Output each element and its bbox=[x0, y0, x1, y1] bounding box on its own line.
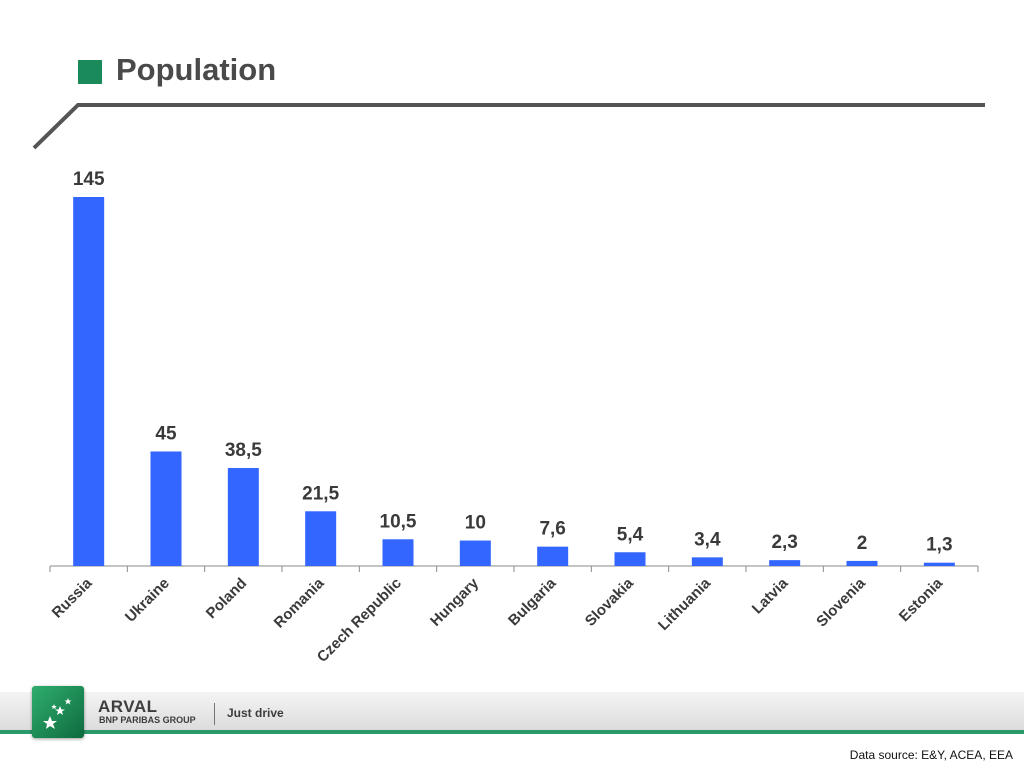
footer-green-line bbox=[0, 730, 1024, 734]
footer-band bbox=[0, 692, 1024, 730]
data-label: 45 bbox=[155, 423, 177, 444]
bar bbox=[846, 560, 878, 566]
data-label: 2 bbox=[857, 533, 868, 554]
data-label: 7,6 bbox=[539, 519, 565, 540]
category-label: Latvia bbox=[749, 574, 792, 617]
bar bbox=[691, 557, 723, 566]
brand-divider bbox=[214, 703, 215, 725]
data-label: 5,4 bbox=[617, 524, 644, 545]
bar bbox=[614, 552, 646, 566]
bar bbox=[923, 562, 955, 566]
bar bbox=[382, 539, 414, 566]
bar bbox=[537, 546, 569, 566]
population-bar-chart: 145 Russia 45 Ukraine 38,5 Poland 21,5 Romania 1… bbox=[49, 169, 979, 666]
brand-tagline: Just drive bbox=[227, 706, 284, 720]
header-rule bbox=[32, 103, 985, 150]
data-label: 10 bbox=[465, 513, 486, 534]
bar bbox=[227, 468, 259, 566]
category-label: Hungary bbox=[427, 574, 483, 630]
title-bullet-square bbox=[78, 60, 102, 84]
slide-title: Population bbox=[116, 52, 277, 87]
category-label: Slovakia bbox=[582, 574, 638, 630]
category-label: Lithuania bbox=[655, 574, 715, 634]
bar bbox=[73, 197, 105, 566]
brand-name: ARVAL bbox=[98, 697, 158, 716]
category-label: Slovenia bbox=[813, 574, 869, 630]
data-label: 3,4 bbox=[694, 529, 721, 550]
data-label: 21,5 bbox=[302, 483, 339, 504]
data-source-note: Data source: E&Y, ACEA, EEA bbox=[849, 748, 1013, 762]
bnp-stars-logo-icon bbox=[32, 686, 84, 738]
bar bbox=[769, 560, 801, 566]
brand-group-name: BNP PARIBAS GROUP bbox=[99, 715, 196, 725]
stars-glyph bbox=[43, 698, 72, 729]
category-label: Bulgaria bbox=[505, 574, 560, 629]
bar bbox=[305, 511, 337, 566]
data-label: 10,5 bbox=[380, 511, 417, 532]
data-label: 38,5 bbox=[225, 440, 262, 461]
data-label: 145 bbox=[73, 169, 105, 190]
category-label: Czech Republic bbox=[314, 575, 405, 666]
category-label: Poland bbox=[203, 575, 250, 622]
data-label: 1,3 bbox=[926, 535, 952, 556]
category-label: Estonia bbox=[896, 574, 947, 625]
bar bbox=[459, 540, 491, 566]
category-label: Russia bbox=[49, 574, 96, 621]
data-label: 2,3 bbox=[771, 532, 797, 553]
category-label: Ukraine bbox=[122, 575, 173, 626]
category-label: Romania bbox=[271, 574, 328, 631]
bar bbox=[150, 451, 182, 566]
